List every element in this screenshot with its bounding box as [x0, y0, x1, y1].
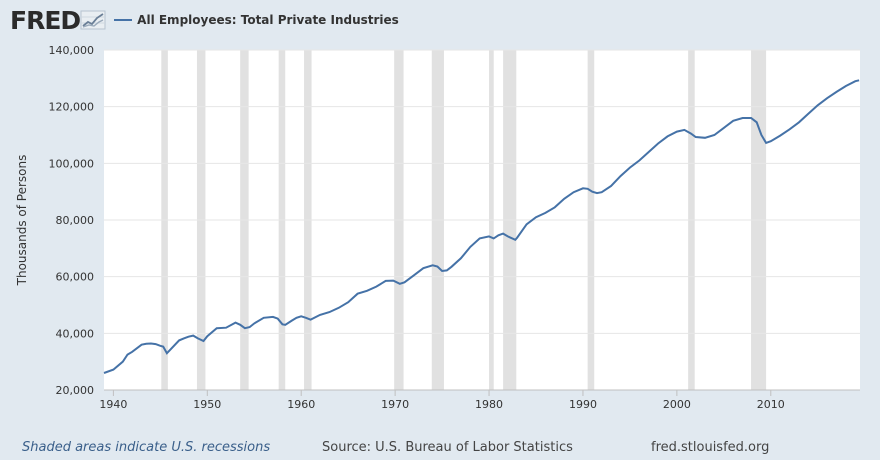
fred-logo-text: FRED [10, 5, 81, 35]
y-tick-label: 100,000 [49, 157, 95, 170]
x-tick-label: 1940 [99, 398, 127, 411]
site-link[interactable]: fred.stlouisfed.org [651, 440, 770, 455]
trend-line-icon [80, 10, 106, 30]
fred-logo[interactable]: FRED [10, 8, 106, 33]
y-tick-label: 60,000 [56, 271, 95, 284]
axes: 20,000 40,000 60,000 80,000 100,000 120,000 14… [49, 44, 860, 411]
y-tick-label: 140,000 [49, 44, 95, 57]
x-tick-label: 1980 [475, 398, 503, 411]
legend: All Employees: Total Private Industries [114, 13, 399, 27]
y-axis-label: Thousands of Persons [15, 155, 29, 287]
source-note: Source: U.S. Bureau of Labor Statistics [322, 440, 573, 455]
y-tick-label: 40,000 [56, 327, 95, 340]
legend-label[interactable]: All Employees: Total Private Industries [137, 13, 399, 27]
series-line [103, 79, 860, 374]
x-tick-label: 1950 [193, 398, 221, 411]
y-tick-label: 20,000 [56, 384, 95, 397]
x-tick-label: 2010 [757, 398, 785, 411]
x-tick-label: 1970 [381, 398, 409, 411]
x-tick-label: 2000 [663, 398, 691, 411]
y-tick-label: 80,000 [56, 214, 95, 227]
x-tick-label: 1990 [569, 398, 597, 411]
y-tick-label: 120,000 [49, 101, 95, 114]
legend-swatch [114, 19, 133, 21]
x-tick-label: 1960 [287, 398, 315, 411]
chart-header: FRED All Employees: Total Private Indust… [10, 6, 399, 34]
recession-note[interactable]: Shaded areas indicate U.S. recessions [22, 440, 271, 455]
